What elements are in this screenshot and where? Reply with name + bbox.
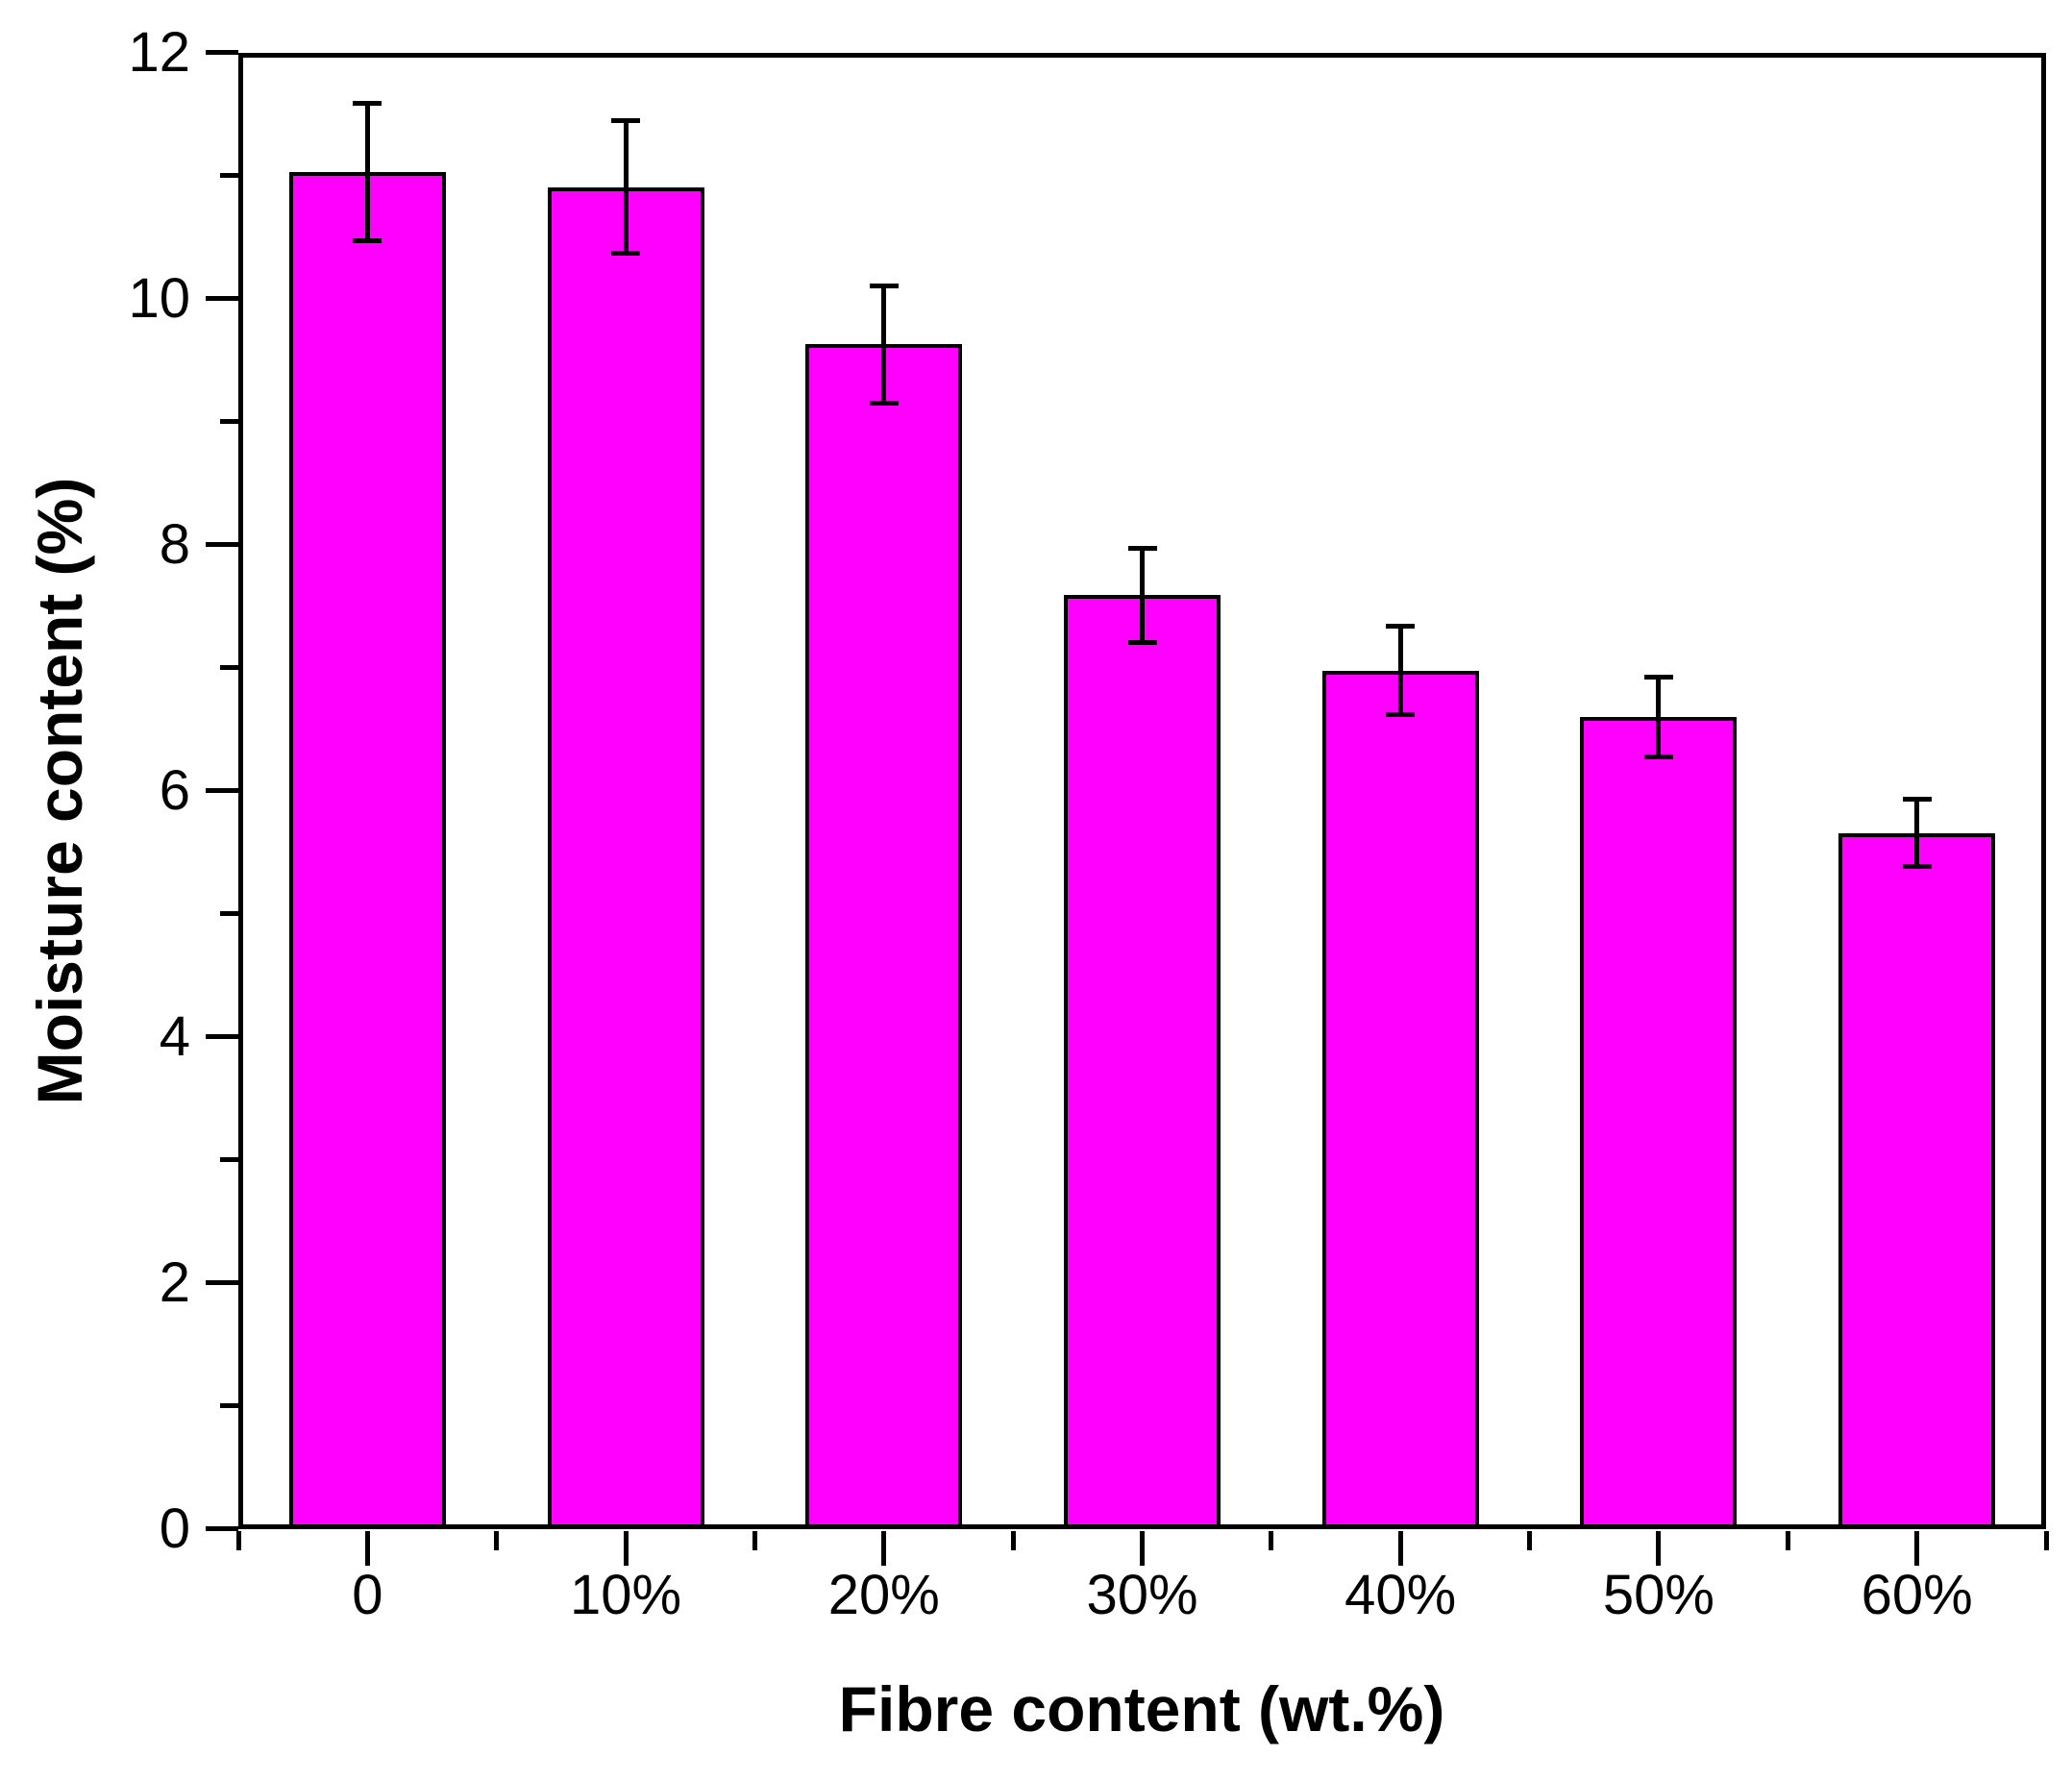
x-minor-tick (1527, 1531, 1533, 1550)
x-tick-label: 10% (570, 1564, 682, 1626)
y-minor-tick (220, 911, 238, 916)
x-minor-tick (494, 1531, 500, 1550)
x-minor-tick (1269, 1531, 1274, 1550)
bar (1838, 832, 1996, 1529)
y-tick-label: 4 (159, 1005, 190, 1068)
y-tick-label: 6 (159, 759, 190, 822)
y-tick-label: 2 (159, 1251, 190, 1314)
error-bar-line (1397, 626, 1403, 715)
bar (1321, 670, 1479, 1529)
y-major-tick (206, 542, 238, 547)
y-minor-tick (220, 1403, 238, 1408)
x-minor-tick (1785, 1531, 1790, 1550)
bar (288, 172, 446, 1529)
error-bar-cap-bottom (869, 400, 899, 406)
y-major-tick (206, 50, 238, 55)
x-axis-title: Fibre content (wt.%) (838, 1673, 1445, 1744)
error-bar-cap-top (869, 283, 899, 288)
x-minor-tick (1010, 1531, 1016, 1550)
error-bar-line (881, 284, 887, 404)
y-minor-tick (220, 419, 238, 424)
y-axis-title: Moisture content (%) (24, 477, 95, 1105)
error-bar-cap-bottom (1902, 864, 1932, 870)
y-major-tick (206, 296, 238, 301)
y-major-tick (206, 1280, 238, 1285)
y-major-tick (206, 788, 238, 793)
x-major-tick (881, 1531, 887, 1566)
error-bar-cap-bottom (611, 250, 641, 256)
error-bar-cap-top (353, 101, 382, 107)
y-tick-label: 0 (159, 1497, 190, 1560)
error-bar-cap-top (1643, 674, 1673, 680)
x-tick-label: 60% (1861, 1564, 1973, 1626)
x-minor-tick (2043, 1531, 2049, 1550)
y-minor-tick (220, 173, 238, 178)
error-bar-line (1914, 798, 1920, 868)
x-minor-tick (235, 1531, 241, 1550)
y-tick-label: 12 (128, 21, 190, 84)
bar (1064, 595, 1221, 1529)
error-bar-line (364, 103, 370, 241)
y-major-tick (206, 1034, 238, 1039)
error-bar-cap-bottom (1127, 640, 1157, 646)
y-tick-label: 8 (159, 513, 190, 576)
x-tick-label: 40% (1344, 1564, 1457, 1626)
error-bar-cap-bottom (353, 237, 382, 243)
x-major-tick (364, 1531, 370, 1566)
bar (1580, 717, 1738, 1529)
x-major-tick (1397, 1531, 1403, 1566)
error-bar-line (1656, 676, 1662, 758)
error-bar-cap-top (1902, 796, 1932, 802)
y-minor-tick (220, 1157, 238, 1162)
bar (547, 186, 704, 1529)
error-bar-cap-top (1127, 545, 1157, 551)
error-bar-line (1140, 547, 1145, 644)
error-bar-cap-bottom (1643, 754, 1673, 760)
x-major-tick (623, 1531, 629, 1566)
bar (805, 344, 963, 1529)
x-tick-label: 0 (352, 1564, 383, 1626)
x-tick-label: 20% (827, 1564, 940, 1626)
x-tick-label: 30% (1086, 1564, 1198, 1626)
error-bar-cap-bottom (1386, 711, 1416, 717)
x-major-tick (1140, 1531, 1145, 1566)
error-bar-line (623, 120, 629, 254)
x-major-tick (1656, 1531, 1662, 1566)
error-bar-cap-top (1386, 624, 1416, 630)
x-minor-tick (752, 1531, 757, 1550)
error-bar-cap-top (611, 118, 641, 124)
y-tick-label: 10 (128, 267, 190, 330)
x-major-tick (1914, 1531, 1920, 1566)
x-tick-label: 50% (1602, 1564, 1714, 1626)
y-minor-tick (220, 665, 238, 670)
y-major-tick (206, 1526, 238, 1531)
